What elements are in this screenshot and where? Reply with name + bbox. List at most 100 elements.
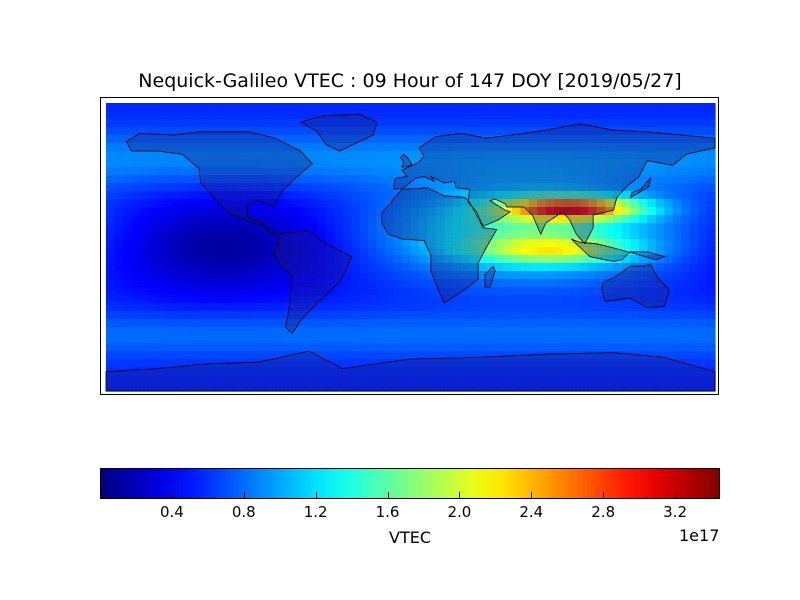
vtec-cell — [452, 263, 462, 272]
vtec-cell — [139, 311, 149, 320]
vtec-cell — [571, 311, 581, 320]
vtec-cell — [681, 231, 691, 240]
vtec-cell — [190, 127, 200, 136]
vtec-cell — [283, 271, 293, 280]
vtec-cell — [131, 143, 141, 152]
vtec-cell — [435, 143, 445, 152]
vtec-cell — [351, 279, 361, 288]
vtec-cell — [402, 223, 412, 232]
vtec-cell — [139, 151, 149, 160]
vtec-cell — [613, 175, 623, 184]
vtec-cell — [275, 175, 285, 184]
vtec-cell — [232, 351, 242, 360]
vtec-cell — [300, 271, 310, 280]
vtec-cell — [351, 119, 361, 128]
vtec-cell — [630, 183, 640, 192]
vtec-cell — [554, 359, 564, 368]
vtec-cell — [588, 231, 598, 240]
vtec-cell — [131, 367, 141, 376]
vtec-cell — [672, 375, 682, 384]
vtec-cell — [512, 127, 522, 136]
vtec-cell — [512, 135, 522, 144]
vtec-cell — [334, 359, 344, 368]
vtec-cell — [461, 127, 471, 136]
landmass-north-america — [125, 131, 313, 235]
vtec-cell — [342, 159, 352, 168]
vtec-cell — [554, 207, 564, 216]
vtec-cell — [503, 279, 513, 288]
vtec-cell — [562, 199, 572, 208]
vtec-cell — [131, 303, 141, 312]
vtec-cell — [190, 175, 200, 184]
vtec-cell — [495, 199, 505, 208]
vtec-cell — [537, 127, 547, 136]
vtec-cell — [215, 199, 226, 208]
vtec-cell — [579, 271, 589, 280]
vtec-cell — [342, 191, 352, 200]
vtec-cell — [385, 127, 395, 136]
vtec-cell — [376, 279, 386, 288]
vtec-cell — [638, 343, 648, 352]
vtec-cell — [402, 303, 412, 312]
vtec-cell — [334, 287, 344, 296]
vtec-cell — [309, 103, 319, 112]
vtec-cell — [689, 335, 699, 344]
vtec-cell — [249, 295, 259, 304]
vtec-cell — [317, 319, 327, 328]
vtec-cell — [342, 175, 352, 184]
vtec-cell — [655, 143, 665, 152]
vtec-cell — [139, 287, 149, 296]
vtec-cell — [190, 263, 200, 272]
vtec-cell — [495, 159, 505, 168]
vtec-cell — [503, 287, 513, 296]
vtec-cell — [588, 135, 598, 144]
vtec-cell — [613, 295, 623, 304]
vtec-cell — [681, 119, 691, 128]
vtec-cell — [114, 335, 124, 344]
vtec-cell — [706, 367, 716, 376]
vtec-cell — [503, 103, 513, 112]
vtec-cell — [317, 199, 327, 208]
vtec-cell — [554, 239, 564, 248]
vtec-cell — [435, 295, 445, 304]
vtec-cell — [249, 303, 259, 312]
vtec-cell — [588, 103, 598, 112]
vtec-cell — [359, 167, 369, 176]
vtec-cell — [173, 343, 183, 352]
vtec-cell — [114, 135, 124, 144]
vtec-cell — [418, 175, 429, 184]
vtec-cell — [418, 119, 429, 128]
vtec-cell — [334, 231, 344, 240]
vtec-cell — [173, 143, 183, 152]
vtec-cell — [579, 167, 589, 176]
vtec-cell — [545, 319, 555, 328]
vtec-cell — [317, 359, 327, 368]
vtec-cell — [368, 159, 378, 168]
vtec-cell — [156, 215, 166, 224]
vtec-cell — [122, 359, 132, 368]
vtec-cell — [410, 287, 420, 296]
vtec-cell — [114, 119, 124, 128]
vtec-cell — [232, 295, 242, 304]
vtec-cell — [410, 103, 420, 112]
vtec-cell — [317, 223, 327, 232]
vtec-cell — [452, 183, 462, 192]
vtec-cell — [655, 303, 665, 312]
vtec-cell — [122, 103, 132, 112]
vtec-cell — [207, 151, 217, 160]
vtec-cell — [706, 295, 716, 304]
vtec-cell — [630, 271, 640, 280]
vtec-cell — [461, 159, 471, 168]
vtec-cell — [207, 351, 217, 360]
vtec-cell — [342, 287, 352, 296]
vtec-cell — [461, 295, 471, 304]
vtec-cell — [131, 199, 141, 208]
vtec-cell — [148, 319, 158, 328]
vtec-cell — [215, 383, 226, 392]
vtec-cell — [681, 143, 691, 152]
vtec-cell — [376, 119, 386, 128]
vtec-cell — [106, 343, 116, 352]
vtec-cell — [266, 223, 276, 232]
vtec-cell — [190, 343, 200, 352]
vtec-cell — [698, 175, 708, 184]
